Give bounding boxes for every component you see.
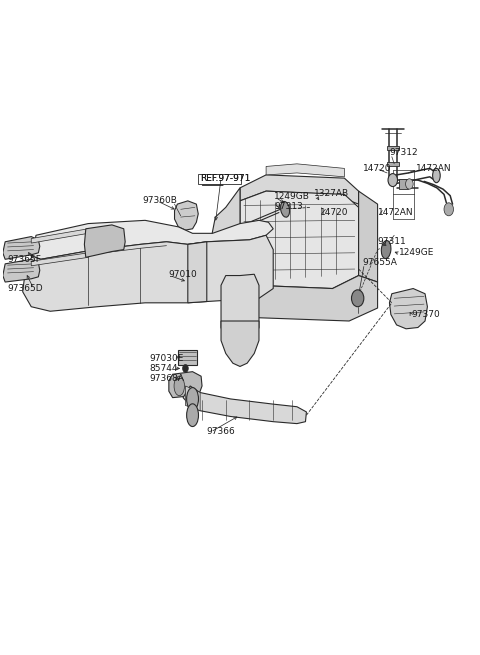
- Text: 1249GE: 1249GE: [399, 248, 434, 257]
- Text: 1472AN: 1472AN: [378, 208, 413, 217]
- Text: 1249GB: 1249GB: [274, 192, 310, 201]
- Text: 97030E: 97030E: [150, 354, 184, 363]
- Text: 97366: 97366: [207, 427, 236, 436]
- Polygon shape: [3, 259, 40, 282]
- Ellipse shape: [187, 388, 199, 410]
- Polygon shape: [175, 201, 198, 230]
- Circle shape: [182, 365, 188, 372]
- Polygon shape: [221, 321, 259, 366]
- Text: REF.97-971: REF.97-971: [200, 174, 250, 183]
- Bar: [399, 179, 408, 189]
- Polygon shape: [389, 289, 427, 329]
- Text: 85744: 85744: [150, 364, 179, 373]
- Text: 97655A: 97655A: [362, 258, 397, 267]
- Bar: [198, 174, 241, 184]
- Bar: [387, 145, 399, 149]
- Polygon shape: [240, 191, 359, 289]
- Ellipse shape: [432, 168, 440, 183]
- Ellipse shape: [381, 240, 391, 259]
- Polygon shape: [185, 386, 200, 411]
- Circle shape: [388, 174, 397, 187]
- Text: 97360B: 97360B: [143, 196, 178, 206]
- Text: 14720: 14720: [320, 208, 348, 217]
- Text: 1327AB: 1327AB: [313, 189, 348, 198]
- Text: 97313: 97313: [274, 202, 303, 210]
- Ellipse shape: [281, 202, 289, 217]
- Text: REF.97-971: REF.97-971: [200, 174, 250, 183]
- Polygon shape: [359, 191, 378, 282]
- Polygon shape: [31, 253, 88, 266]
- Ellipse shape: [187, 404, 199, 426]
- Text: 1472AN: 1472AN: [416, 164, 451, 173]
- Polygon shape: [212, 188, 240, 276]
- Polygon shape: [183, 386, 306, 424]
- Polygon shape: [240, 276, 378, 321]
- Text: 97365F: 97365F: [8, 255, 41, 264]
- Polygon shape: [266, 164, 344, 177]
- Text: 97365D: 97365D: [8, 284, 43, 293]
- Bar: [387, 162, 399, 166]
- Bar: [179, 350, 197, 365]
- Text: 97010: 97010: [168, 270, 197, 279]
- Polygon shape: [3, 236, 40, 259]
- Polygon shape: [240, 175, 359, 204]
- Circle shape: [406, 179, 413, 189]
- Polygon shape: [32, 220, 273, 259]
- Text: 97368A: 97368A: [150, 373, 185, 383]
- Polygon shape: [169, 371, 202, 398]
- Text: 97370: 97370: [412, 310, 441, 319]
- Ellipse shape: [174, 376, 184, 396]
- Circle shape: [351, 290, 364, 307]
- Polygon shape: [31, 229, 88, 243]
- Text: 97312: 97312: [389, 147, 418, 157]
- Polygon shape: [221, 274, 259, 344]
- Text: 97311: 97311: [378, 237, 407, 246]
- Polygon shape: [23, 235, 273, 311]
- Polygon shape: [188, 242, 207, 303]
- Circle shape: [444, 203, 454, 215]
- Polygon shape: [84, 225, 125, 257]
- Text: 14720: 14720: [363, 164, 392, 173]
